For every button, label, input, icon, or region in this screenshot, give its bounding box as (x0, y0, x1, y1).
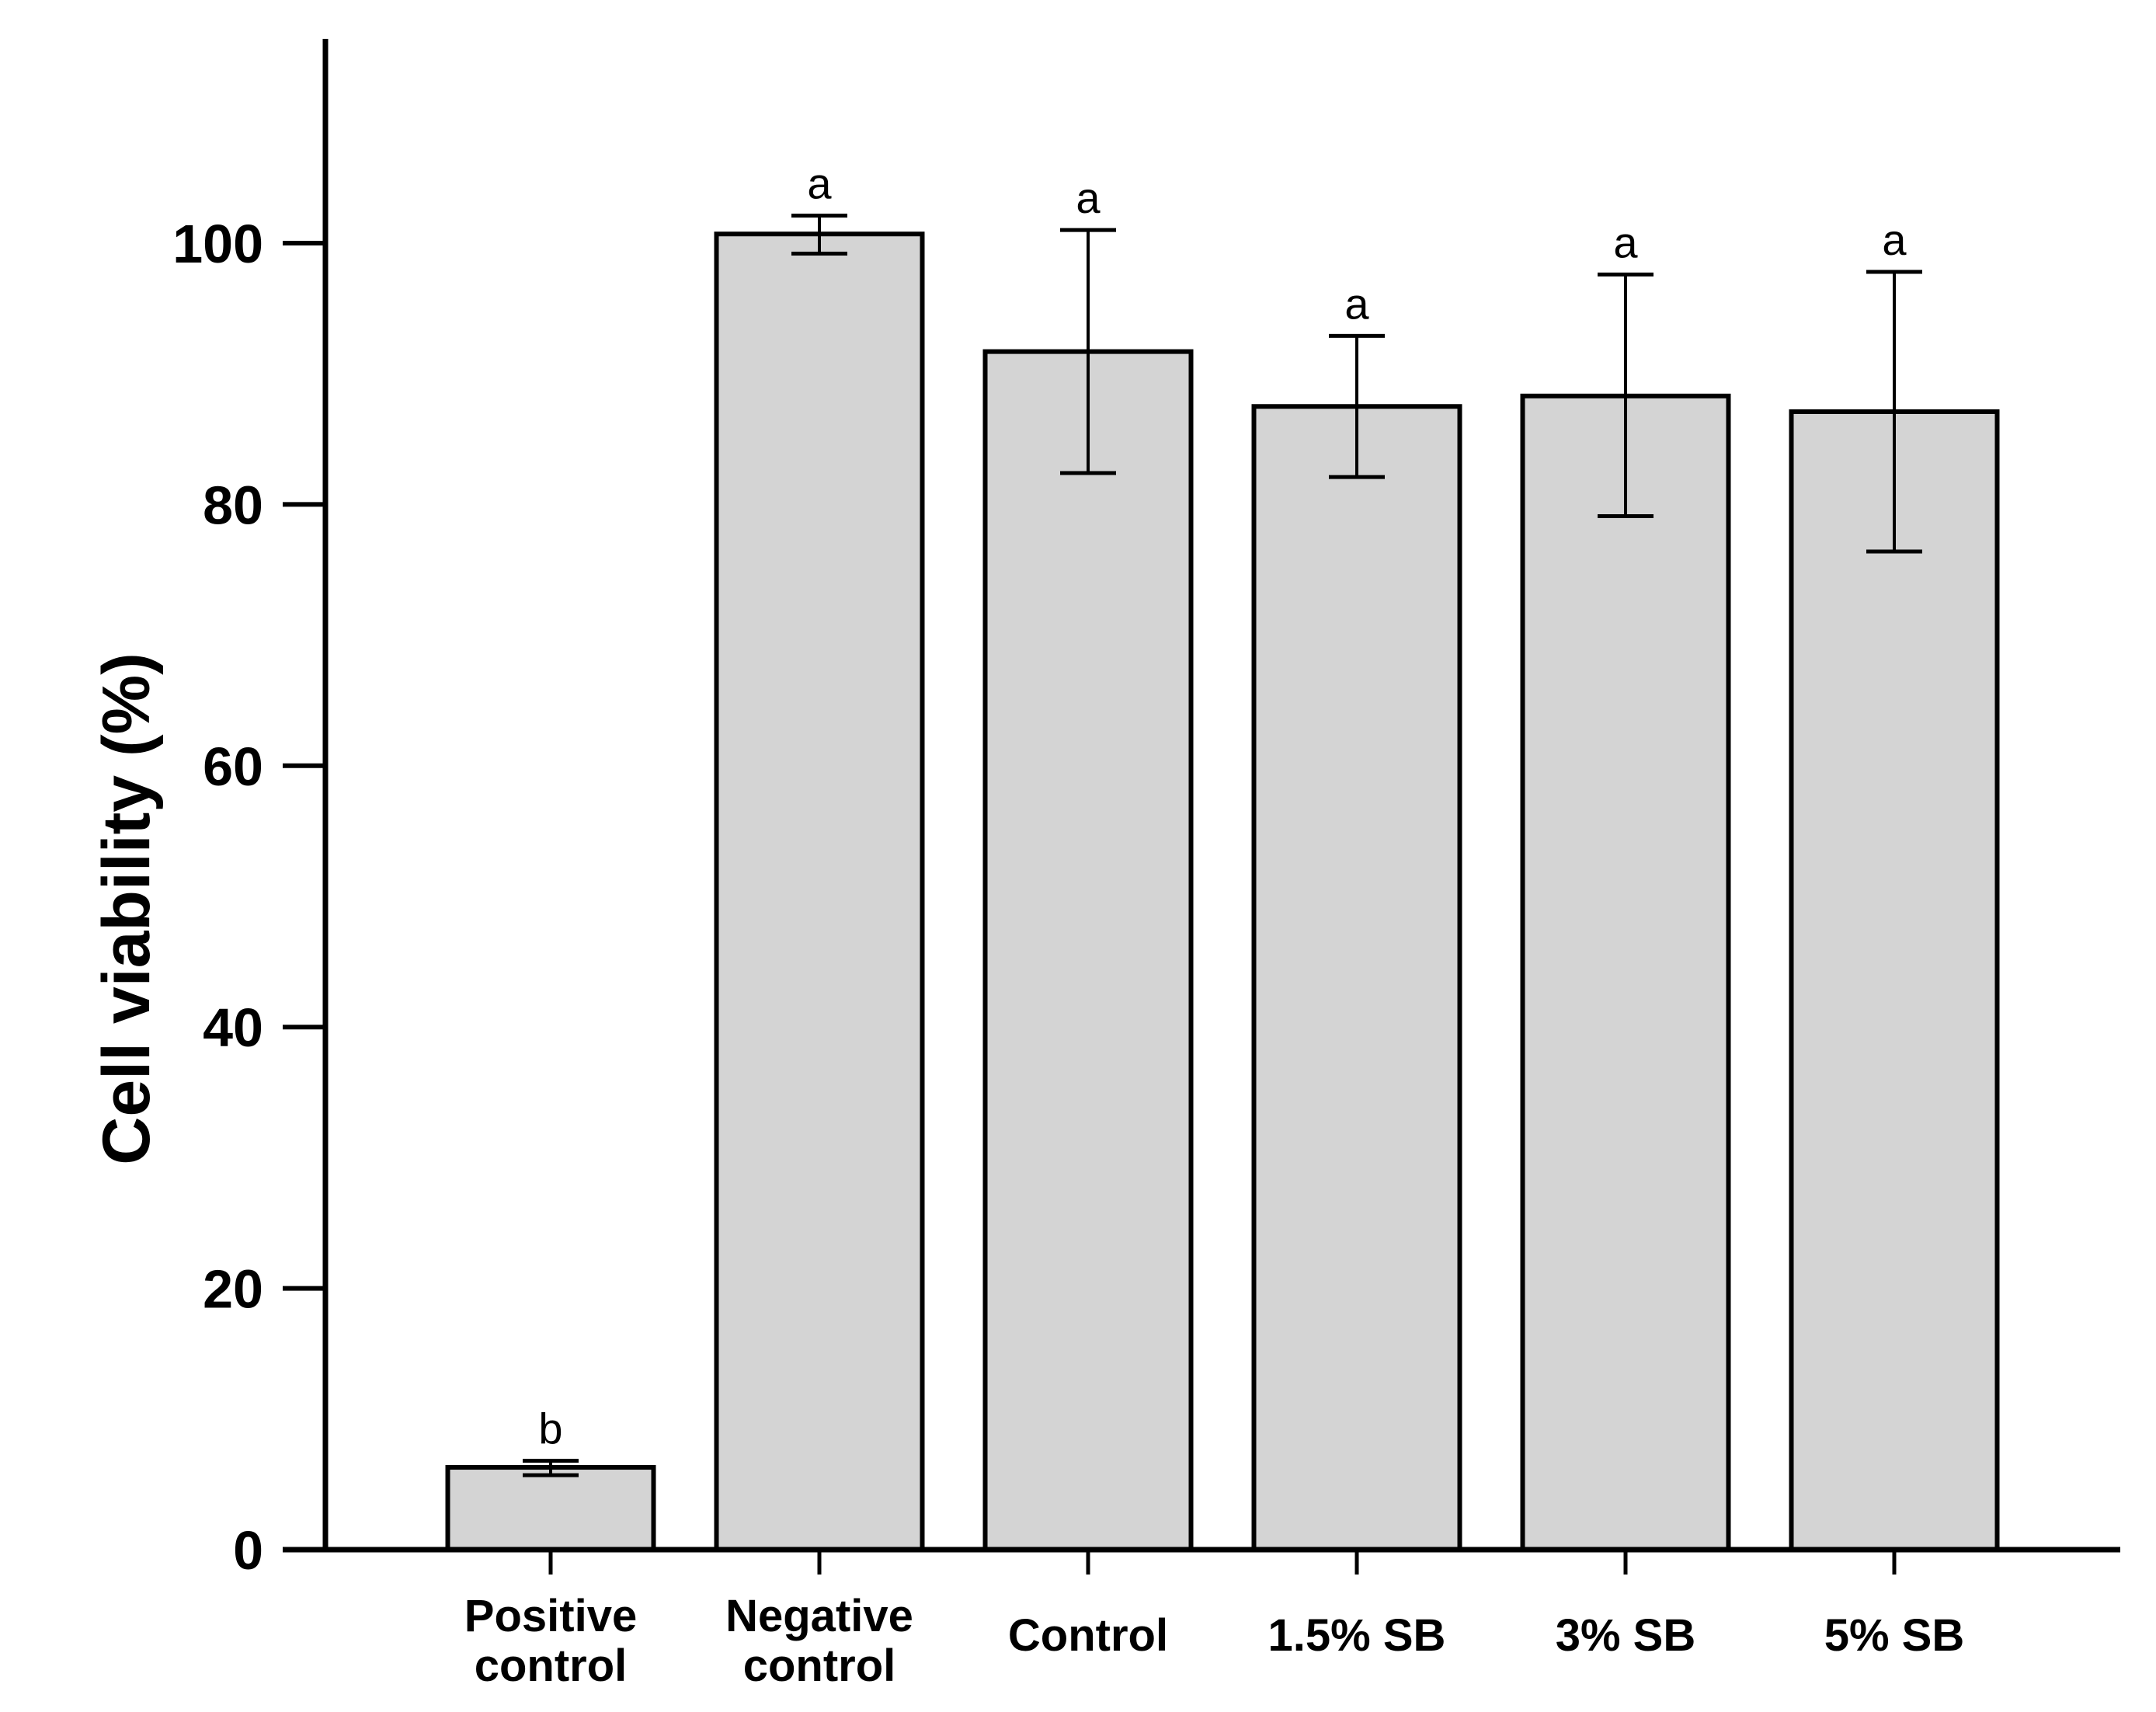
significance-letter: a (1344, 279, 1369, 328)
y-tick-label: 100 (172, 214, 263, 274)
bar (1520, 393, 1731, 1553)
y-tick-label: 20 (203, 1259, 263, 1320)
bars-layer (445, 231, 2000, 1553)
bar (714, 231, 925, 1553)
x-tick-label: 1.5% SB (1268, 1610, 1446, 1661)
y-tick-label: 0 (233, 1520, 263, 1581)
y-tick-label: 40 (203, 997, 263, 1058)
error-bars-layer (523, 214, 1922, 1477)
x-tick-label: Negative (725, 1591, 913, 1641)
bar (1251, 404, 1462, 1552)
significance-letter: a (807, 159, 832, 208)
significance-letter: a (1076, 173, 1101, 222)
y-axis-title: Cell viability (%) (89, 652, 164, 1165)
bar (445, 1465, 656, 1553)
x-tick-label: control (475, 1641, 628, 1691)
x-tick-label: 3% SB (1556, 1610, 1696, 1661)
significance-letter: a (1882, 215, 1907, 264)
x-tick-label: Control (1008, 1610, 1168, 1661)
y-tick-label: 80 (203, 475, 263, 535)
significance-labels-layer: b a a a a a (538, 159, 1907, 1453)
x-tick-label: Positive (464, 1591, 637, 1641)
bar (1789, 409, 2000, 1552)
significance-letter: a (1613, 217, 1638, 266)
x-tick-label: 5% SB (1824, 1610, 1965, 1661)
bar (982, 349, 1194, 1553)
significance-letter: b (538, 1404, 562, 1453)
y-tick-label: 60 (203, 736, 263, 797)
x-tick-label: control (743, 1641, 896, 1691)
